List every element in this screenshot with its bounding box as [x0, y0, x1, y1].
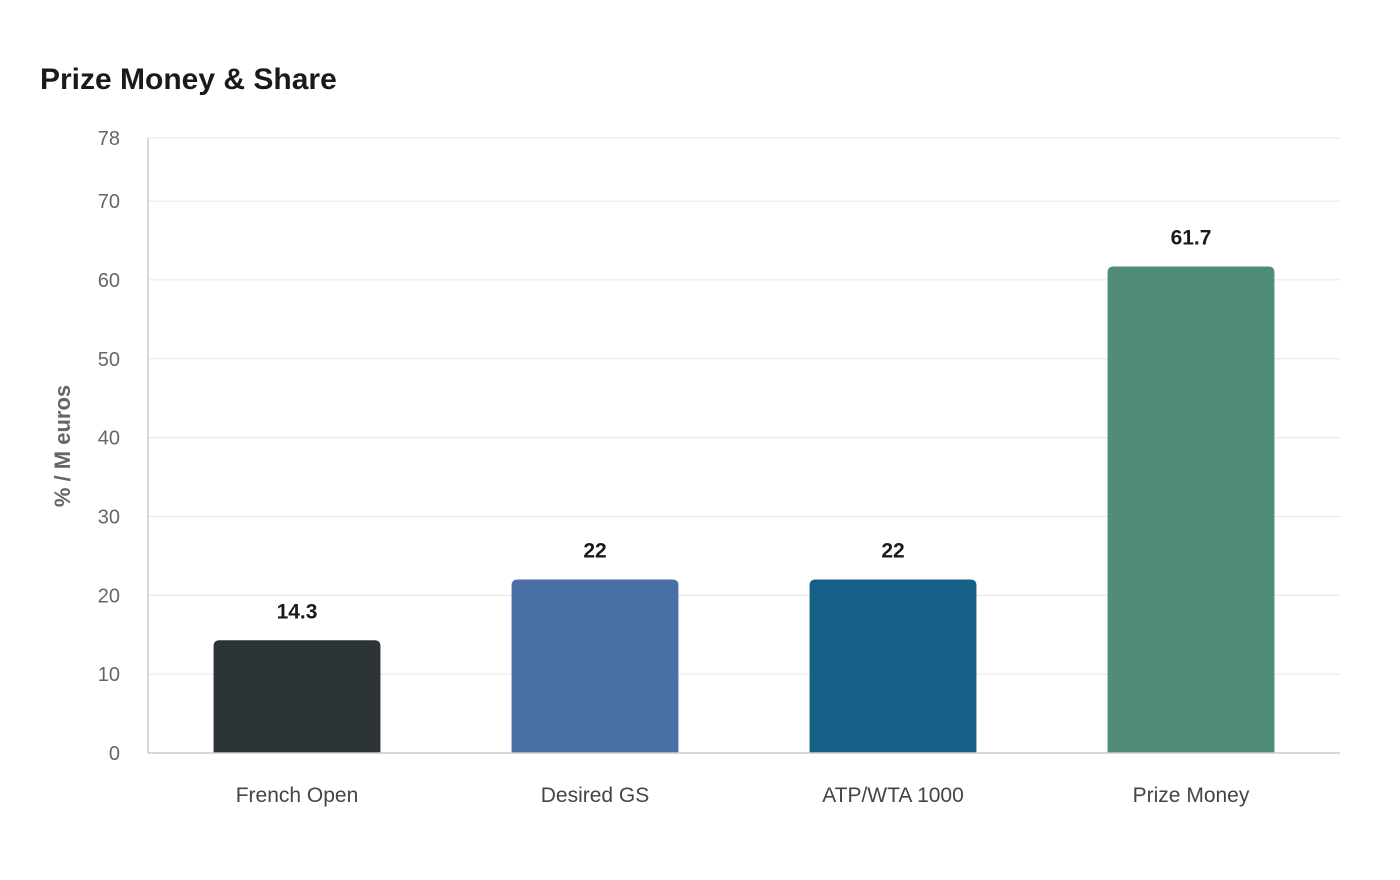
y-tick-label: 50	[98, 349, 120, 371]
x-category-label: Desired GS	[541, 784, 650, 807]
bar-value-label: 14.3	[277, 600, 318, 623]
value-labels: 14.3 22 22 61.7	[277, 227, 1212, 624]
x-axis-categories: French Open Desired GS ATP/WTA 1000 Prize M…	[236, 784, 1250, 807]
y-tick-label: 40	[98, 428, 120, 450]
bar-atp-wta-1000	[809, 579, 977, 753]
bar-prize-money	[1107, 266, 1275, 753]
bar-value-label: 61.7	[1171, 227, 1212, 250]
bar-desired-gs	[511, 579, 679, 753]
y-tick-label: 10	[98, 664, 120, 686]
x-category-label: Prize Money	[1133, 784, 1250, 807]
y-tick-label: 20	[98, 585, 120, 607]
chart-title: Prize Money & Share	[40, 63, 337, 96]
y-tick-label: 70	[98, 191, 120, 213]
x-category-label: French Open	[236, 784, 359, 807]
y-tick-label: 30	[98, 506, 120, 528]
y-tick-label: 60	[98, 270, 120, 292]
y-tick-label: 0	[109, 743, 120, 765]
x-category-label: ATP/WTA 1000	[822, 784, 964, 807]
y-axis-ticks: 0 10 20 30 40 50 60 70 78	[98, 128, 120, 765]
bar-french-open	[213, 640, 381, 753]
bars	[213, 266, 1275, 753]
bar-value-label: 22	[583, 540, 606, 563]
y-axis-title: % / M euros	[50, 385, 75, 507]
bar-value-label: 22	[881, 540, 904, 563]
y-tick-label: 78	[98, 128, 120, 150]
